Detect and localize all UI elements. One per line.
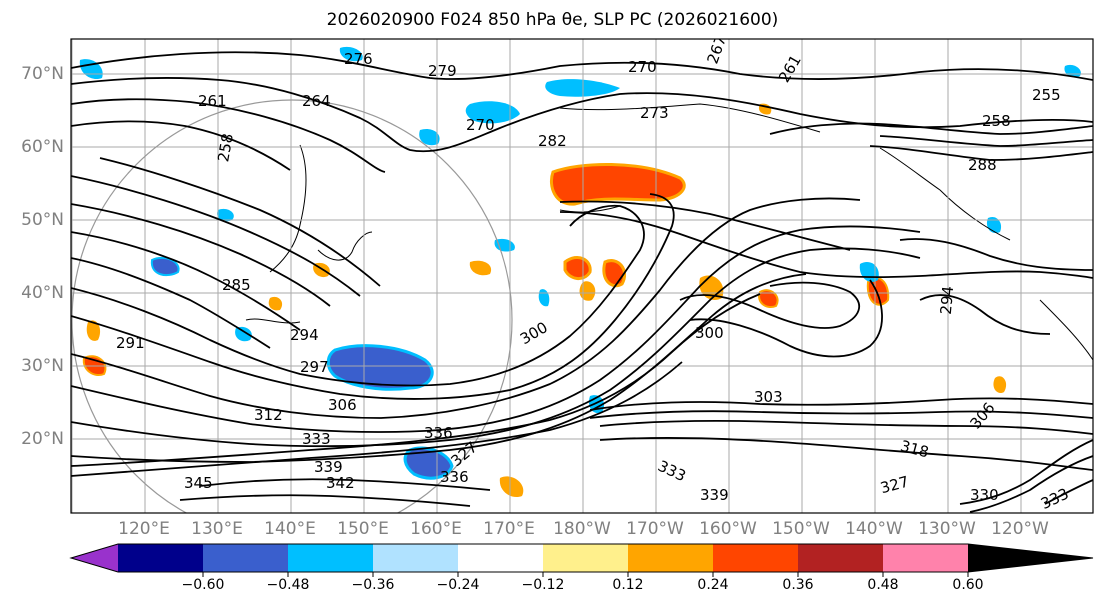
- contour-label: 282: [538, 132, 567, 150]
- contour-label: 276: [344, 50, 373, 68]
- contour-label: 303: [754, 388, 783, 406]
- contour-label: 330: [970, 486, 999, 504]
- contour-label: 261: [198, 92, 227, 110]
- contour-label: 336: [424, 424, 453, 442]
- contour-label: 345: [184, 474, 213, 492]
- lon-label: 180°W: [553, 519, 611, 539]
- contour-label: 333: [302, 430, 331, 448]
- lat-label: 30°N: [21, 356, 64, 376]
- colorbar-segment: [203, 544, 288, 572]
- lon-label: 130°W: [918, 519, 976, 539]
- colorbar-tick-label: 0.60: [952, 577, 984, 593]
- theta-e-contours: [71, 51, 1093, 513]
- colorbar-tick-label: 0.48: [867, 577, 899, 593]
- colorbar-tick-label: −0.48: [266, 577, 310, 593]
- contour-label: 339: [700, 486, 729, 504]
- contour-label: 258: [982, 112, 1011, 130]
- colorbar-tick-label: 0.36: [782, 577, 814, 593]
- lon-label: 160°E: [410, 519, 462, 539]
- contour-label: 291: [116, 334, 145, 352]
- map-title: 2026020900 F024 850 hPa θe, SLP PC (2026…: [326, 10, 779, 30]
- lon-label: 160°W: [699, 519, 757, 539]
- contour-label: 288: [968, 156, 997, 174]
- contour-label: 255: [1032, 86, 1061, 104]
- contour-label: 258: [214, 132, 237, 163]
- lon-label: 120°E: [118, 519, 170, 539]
- lon-label: 140°W: [845, 519, 903, 539]
- lon-label: 140°E: [264, 519, 316, 539]
- colorbar-segment: [628, 544, 713, 572]
- coastlines: [245, 103, 1093, 361]
- lon-label: 120°W: [991, 519, 1049, 539]
- contour-label: 264: [302, 92, 331, 110]
- map-plot-area: 276 279 270 264 261 258 267 261 255 258 …: [71, 39, 1093, 513]
- colorbar-segment: [883, 544, 968, 572]
- contour-label: 294: [290, 326, 319, 344]
- lon-label: 130°E: [191, 519, 243, 539]
- colorbar-segment: [713, 544, 798, 572]
- colorbar-segment: [373, 544, 458, 572]
- contour-label: 336: [440, 468, 469, 486]
- contour-label: 339: [314, 458, 343, 476]
- contour-label: 270: [466, 116, 495, 134]
- contour-label: 342: [326, 474, 355, 492]
- colorbar-tick-label: −0.24: [436, 577, 480, 593]
- contour-label: 270: [628, 58, 657, 76]
- lon-label: 150°W: [772, 519, 830, 539]
- lat-label: 60°N: [21, 137, 64, 157]
- contour-label: 273: [640, 104, 669, 122]
- colorbar-segment: [458, 544, 543, 572]
- lon-label: 170°W: [626, 519, 684, 539]
- range-ring: [71, 99, 513, 513]
- lat-label: 20°N: [21, 429, 64, 449]
- contour-label: 294: [937, 285, 957, 315]
- colorbar-segment: [798, 544, 883, 572]
- contour-label: 279: [428, 62, 457, 80]
- colorbar-tick-label: −0.60: [181, 577, 225, 593]
- colorbar-segment: [288, 544, 373, 572]
- lat-label: 40°N: [21, 283, 64, 303]
- lat-label: 70°N: [21, 64, 64, 84]
- colorbar-tick-label: −0.12: [521, 577, 565, 593]
- contour-label: 306: [328, 396, 357, 414]
- lat-label: 50°N: [21, 210, 64, 230]
- lon-label: 150°E: [337, 519, 389, 539]
- colorbar-tick-label: 0.12: [612, 577, 644, 593]
- contour-label: 297: [300, 358, 329, 376]
- contour-label: 312: [254, 406, 283, 424]
- colorbar: [69, 543, 1094, 577]
- contour-label: 300: [695, 324, 724, 342]
- lon-label: 170°E: [483, 519, 535, 539]
- map-frame: [70, 38, 1094, 514]
- colorbar-segment: [543, 544, 628, 572]
- colorbar-tick-label: 0.24: [697, 577, 729, 593]
- colorbar-tick-label: −0.36: [351, 577, 395, 593]
- colorbar-segment: [118, 544, 203, 572]
- colorbar-segment: [71, 544, 118, 572]
- colorbar-segment: [968, 544, 1093, 572]
- contour-label: 285: [222, 276, 251, 294]
